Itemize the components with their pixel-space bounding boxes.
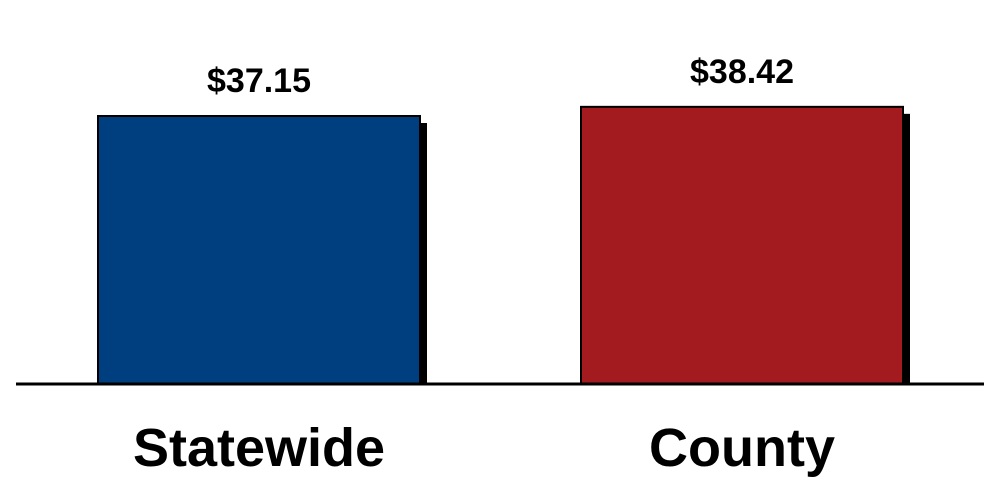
bars-layer <box>97 105 910 385</box>
data-label-county: $38.42 <box>690 53 794 91</box>
category-label-statewide: Statewide <box>133 418 385 478</box>
data-label-statewide: $37.15 <box>207 62 311 100</box>
labels-layer: $37.15 Statewide $38.42 County <box>133 53 835 478</box>
bar-statewide <box>97 115 421 385</box>
bar-county <box>580 105 904 385</box>
category-label-county: County <box>649 418 835 478</box>
